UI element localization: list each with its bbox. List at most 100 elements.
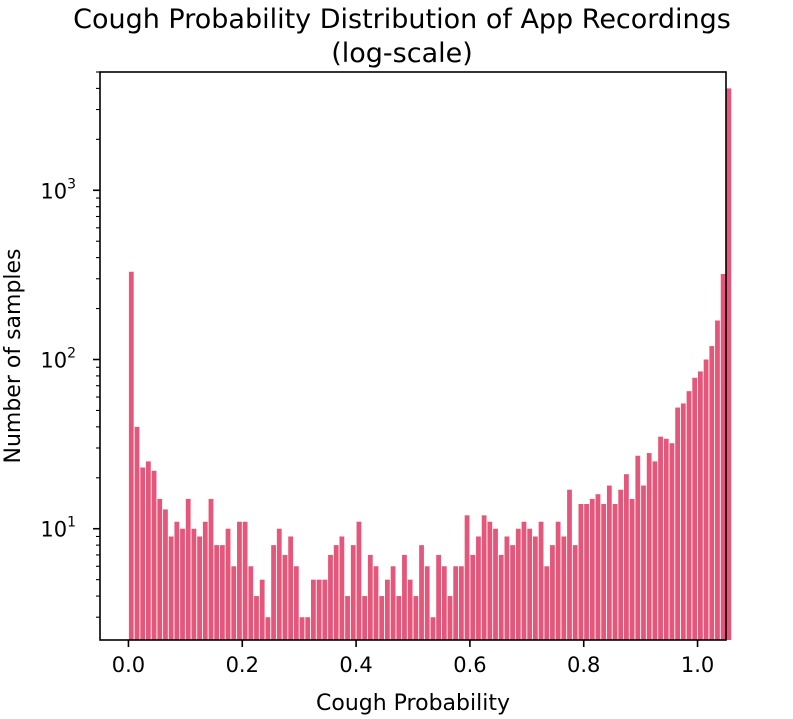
x-axis-ticks: 0.0 0.2 0.4 0.6 0.8 1.0 — [112, 640, 714, 677]
histogram-bar — [362, 596, 368, 640]
histogram-bar — [726, 88, 732, 640]
y-tick-label: 103 — [40, 176, 76, 203]
histogram-bar — [419, 545, 424, 640]
histogram-bar — [367, 554, 373, 640]
histogram-bar — [680, 403, 686, 640]
histogram-bar — [282, 554, 288, 640]
histogram-bar — [379, 596, 385, 640]
histogram-bar — [481, 515, 487, 640]
x-axis-label: Cough Probability — [316, 691, 510, 716]
histogram-bar — [601, 504, 607, 640]
histogram-bar — [646, 453, 652, 640]
histogram-bar — [595, 494, 601, 640]
histogram-bar — [402, 554, 407, 640]
histogram-bar — [493, 528, 498, 640]
histogram-bar — [567, 489, 572, 640]
histogram-bar — [407, 579, 413, 640]
histogram-bar — [288, 536, 294, 640]
histogram-bar — [293, 566, 299, 640]
y-tick-label: 102 — [40, 346, 76, 373]
histogram-bar — [447, 596, 453, 640]
plot-frame — [99, 71, 727, 641]
x-tick-label: 0.6 — [453, 653, 486, 677]
histogram-bar — [180, 528, 185, 640]
histogram-bar — [606, 485, 612, 640]
histogram-bar — [356, 521, 362, 640]
histogram-bar — [231, 566, 237, 640]
histogram-bar — [214, 545, 220, 640]
histogram-bar — [487, 521, 493, 640]
histogram-bar — [720, 274, 726, 640]
histogram-bar — [339, 536, 345, 640]
histogram-bar — [618, 489, 624, 640]
histogram-bar — [322, 579, 328, 640]
histogram-bar — [635, 455, 641, 640]
histogram-bar — [128, 271, 134, 640]
histogram-bar — [265, 617, 271, 640]
histogram-bar — [589, 498, 595, 640]
histogram-bar — [254, 596, 259, 640]
histogram-bar — [521, 521, 527, 640]
histogram-bar — [641, 485, 646, 640]
histogram-bar — [498, 554, 504, 640]
histogram-bar — [276, 528, 282, 640]
histogram-bar — [197, 536, 202, 640]
histogram-bar — [652, 461, 658, 640]
y-tick-label: 101 — [40, 515, 76, 542]
histogram-bar — [709, 346, 715, 640]
histogram-bar — [578, 504, 584, 640]
histogram-bar — [698, 371, 703, 640]
histogram-bar — [345, 596, 350, 640]
histogram-bar — [703, 359, 709, 640]
histogram-bar — [538, 521, 544, 640]
histogram-bar — [624, 474, 629, 640]
histogram-bar — [134, 426, 140, 640]
histogram-bar — [424, 566, 430, 640]
histogram-bar — [555, 521, 561, 640]
histogram-bar — [515, 528, 521, 640]
histogram-bar — [168, 536, 174, 640]
histogram-bar — [453, 566, 459, 640]
histogram-bar — [464, 515, 470, 640]
histogram-bar — [248, 566, 254, 640]
y-axis-ticks: 101 102 103 — [40, 71, 100, 618]
x-tick-label: 0.2 — [226, 653, 259, 677]
histogram-bar — [151, 470, 157, 640]
histogram-bar — [191, 528, 197, 640]
histogram-bar — [663, 438, 669, 640]
histogram-bar — [669, 443, 675, 640]
histogram-bar — [174, 521, 180, 640]
histogram-bar — [550, 545, 555, 640]
histogram-bar — [373, 566, 379, 640]
histogram-bar — [470, 554, 476, 640]
x-tick-label: 0.4 — [339, 653, 372, 677]
y-axis-label: Number of samples — [1, 248, 26, 463]
histogram-bar — [140, 467, 146, 640]
histogram-bar — [299, 617, 305, 640]
histogram-bar — [658, 436, 663, 640]
histogram-bar — [163, 509, 168, 640]
x-tick-label: 0.0 — [112, 653, 145, 677]
bars-group — [128, 88, 732, 640]
histogram-bar — [504, 536, 510, 640]
histogram-bar — [237, 521, 242, 640]
histogram-bar — [612, 504, 618, 640]
histogram-bar — [572, 545, 578, 640]
histogram-bar — [458, 566, 464, 640]
histogram-bar — [692, 377, 698, 640]
histogram-bar — [715, 320, 720, 640]
histogram-bar — [225, 528, 231, 640]
histogram-bar — [476, 536, 481, 640]
x-tick-label: 1.0 — [681, 653, 714, 677]
x-tick-label: 0.8 — [567, 653, 600, 677]
histogram-bar — [527, 528, 533, 640]
histogram-bar — [305, 617, 311, 640]
histogram-bar — [271, 545, 276, 640]
histogram-bar — [242, 521, 248, 640]
histogram-bar — [584, 504, 589, 640]
histogram-bar — [629, 498, 635, 640]
histogram-bar — [686, 391, 692, 640]
chart-title-line2: (log-scale) — [331, 38, 473, 69]
histogram-bar — [157, 498, 163, 640]
